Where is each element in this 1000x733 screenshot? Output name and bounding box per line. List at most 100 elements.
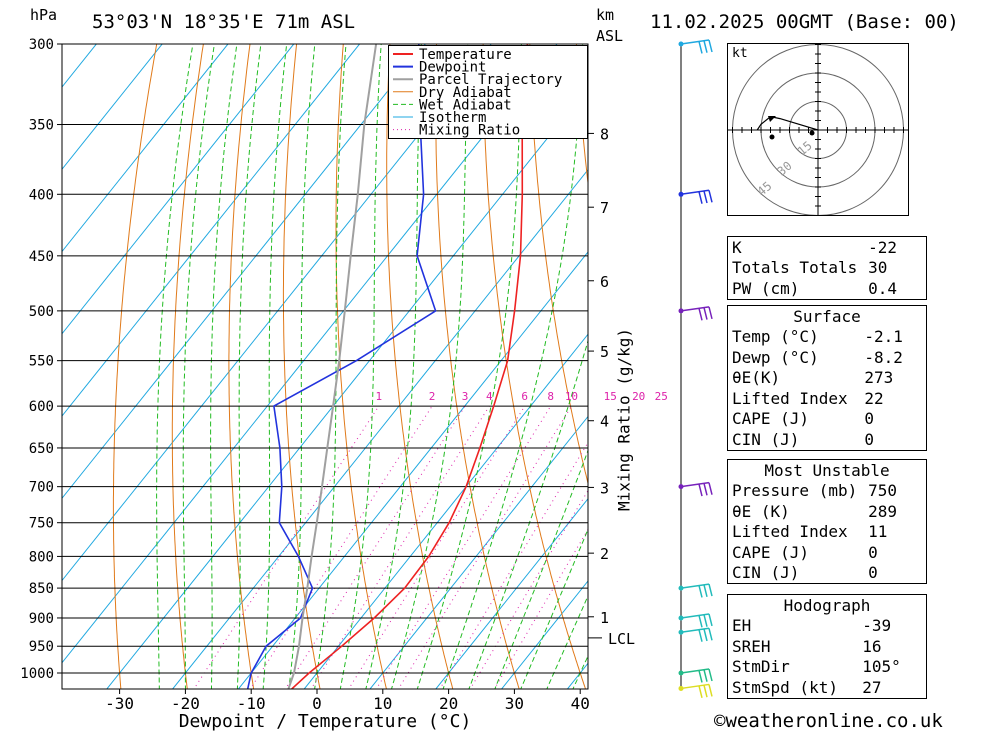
hodograph-value: 27 [862,677,882,697]
hodograph-ring-label: 15 [795,138,815,158]
wet-adiabat-line [182,44,215,689]
wind-barb-feather [703,614,708,627]
unstable-label: CAPE (J) [732,542,810,562]
km-tick-label: 8 [600,125,609,143]
wet-adiabat-line [236,44,262,689]
mixing-ratio-axis: Mixing Ratio (g/kg) [609,328,639,520]
dry-adiabat-line [386,44,454,689]
mixing-ratio-label: 20 [632,390,645,403]
wet-adiabat-line [442,44,584,689]
unstable-value: 289 [868,501,898,521]
mixing-ratio-line [284,405,466,689]
wind-barb-feather [708,583,713,597]
dry-adiabat-line [171,44,204,689]
wind-barb [678,683,713,699]
mixing-ratio-label: 15 [604,390,617,403]
pressure-tick-label: 350 [29,118,54,134]
height-unit-km: km [596,6,615,24]
hodograph-point [769,134,775,140]
wind-barb [678,613,713,628]
unstable-value: 750 [868,481,898,501]
wind-barb-feather [703,483,708,496]
mixing-ratio-label: 1 [375,390,382,403]
credit-link[interactable]: ©weatheronline.co.uk [714,710,943,732]
mixing-ratio-axis-label: Mixing Ratio (g/kg) [614,327,634,512]
hodograph-value: 105° [862,657,901,677]
surface-label: Temp (°C) [732,327,819,347]
mixing-ratio-line [348,405,526,689]
pressure-tick-label: 600 [29,399,54,415]
unstable-row: θE (K) 289 [728,501,927,522]
unstable-label: Pressure (mb) [732,481,858,501]
wind-barb [678,627,713,642]
unstable-row: CIN (J) 0 [728,563,927,584]
pressure-tick-label: 800 [29,549,54,565]
hodograph-label: SREH [732,636,771,656]
lcl-label: LCL [608,630,635,648]
mixing-ratio-label: 10 [565,390,578,403]
hodograph-label: EH [732,616,752,636]
wind-barbs [678,39,713,699]
mixing-ratio-line [249,405,433,689]
km-tick-label: 4 [600,413,609,431]
km-tick-label: 2 [600,545,609,563]
wet-adiabat-line [494,449,588,689]
parcel-trajectory-line [287,44,378,689]
unstable-label: θE (K) [732,501,790,521]
hodograph-ring-label: 30 [775,159,795,179]
dry-adiabat-line [575,44,588,187]
km-tick-label: 7 [600,199,609,217]
wind-barb [678,583,713,598]
mixing-ratio-line [439,441,588,689]
hodograph-title: Hodograph [783,595,871,615]
isotherm-line [62,44,163,171]
pressure-tick-label: 950 [29,639,54,655]
surface-value: 22 [864,388,884,408]
mixing-ratio-line [375,405,552,689]
hodograph-label: StmSpd (kt) [732,677,838,697]
wind-barb-feather [708,306,713,320]
wind-barb-feather [698,685,703,699]
legend-entry: Temperature [419,47,512,63]
wind-barb-feather [698,670,703,683]
wind-barb-feather [698,483,703,497]
isotherm-line [62,44,361,417]
legend-entry: Dry Adiabat [419,85,512,101]
surface-row: CIN (J) 0 [728,429,927,450]
wind-barb-feather [708,190,713,203]
mixing-ratio-label: 2 [429,390,436,403]
hodograph-storm-motion [809,130,815,136]
unstable-row: Lifted Index 11 [728,522,927,543]
hodograph-panel: 15 30 45 kt [727,43,909,216]
wet-adiabat-line [365,44,422,689]
km-tick-label: 6 [600,273,609,291]
unstable-label: CIN (J) [732,563,800,583]
station-location: 53°03'N 18°35'E 71m ASL [92,11,356,33]
height-unit-asl: ASL [596,27,624,45]
dry-adiabat-line [282,44,321,689]
km-tick-label: 3 [600,479,609,497]
surface-label: θE(K) [732,368,781,388]
surface-table: Surface Temp (°C) -2.1 Dewp (°C) -8.2 θE(K) 2… [727,305,927,451]
wind-barb-feather [703,684,708,698]
mixing-ratio-line [193,405,380,689]
hodograph-table: Hodograph EH -39 SREH 16 StmDir 105° StmSpd (k… [727,594,927,699]
wet-adiabat-line [339,44,382,689]
pressure-tick-label: 900 [29,611,54,627]
isotherm-line [62,44,229,253]
wind-barb-feather [703,628,708,642]
legend-entry: Wet Adiabat [419,97,512,113]
pressure-tick-label: 700 [29,480,54,496]
wind-barb-feather [708,684,713,697]
surface-label: Lifted Index [732,388,848,408]
pressure-tick-label: 500 [29,304,54,320]
hodograph-ring-label: 45 [754,179,774,199]
wet-adiabat-line [391,44,469,689]
wind-barb-feather [698,41,703,54]
wind-barb-feather [703,307,708,320]
hodograph-row: SREH 16 [728,636,927,657]
wind-barb-feather [708,613,713,627]
surface-title: Surface [793,306,861,326]
most-unstable-title: Most Unstable [764,460,890,480]
